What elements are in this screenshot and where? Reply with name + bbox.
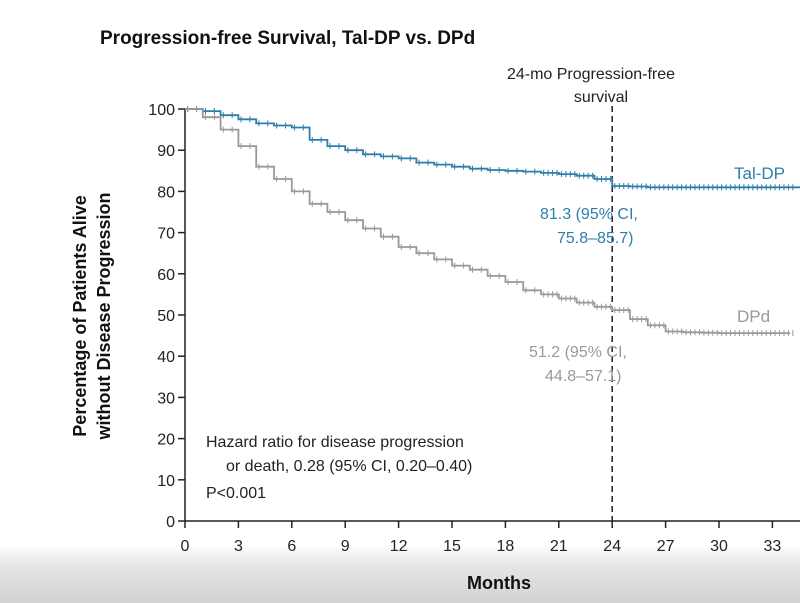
dpd-annotation-line-1: 51.2 (95% CI, bbox=[529, 344, 627, 361]
reference-label-line-1: 24-mo Progression-free bbox=[507, 66, 675, 83]
reference-line-24mo: 24-mo Progression-free survival bbox=[507, 66, 675, 521]
x-tick-label: 27 bbox=[657, 538, 675, 555]
reference-label-line-2: survival bbox=[574, 89, 628, 106]
curve-tal-dp bbox=[185, 108, 800, 189]
y-tick-label: 0 bbox=[166, 514, 175, 531]
chart-title: Progression-free Survival, Tal-DP vs. DP… bbox=[100, 28, 475, 49]
p-value: P<0.001 bbox=[206, 485, 266, 502]
x-tick-label: 24 bbox=[603, 538, 621, 555]
hazard-ratio-line-1: Hazard ratio for disease progression bbox=[206, 434, 464, 451]
curve-dpd bbox=[185, 108, 791, 334]
legend-dpd: DPd bbox=[737, 307, 770, 326]
y-tick-label: 70 bbox=[157, 226, 175, 243]
tal-dp-annotation-line-2: 75.8–85.7) bbox=[557, 230, 634, 247]
x-tick-label: 21 bbox=[550, 538, 568, 555]
censor-marks-dpd bbox=[187, 106, 794, 337]
y-axis-title: Percentage of Patients Alive without Dis… bbox=[70, 192, 114, 440]
y-tick-label: 50 bbox=[157, 308, 175, 325]
y-tick-label: 60 bbox=[157, 267, 175, 284]
y-axis-title-line-1: Percentage of Patients Alive bbox=[70, 195, 90, 436]
x-tick-label: 15 bbox=[443, 538, 461, 555]
censor-marks-tal-dp bbox=[187, 106, 794, 191]
hazard-ratio-line-2: or death, 0.28 (95% CI, 0.20–0.40) bbox=[226, 458, 472, 475]
x-tick-label: 0 bbox=[181, 538, 190, 555]
x-tick-label: 30 bbox=[710, 538, 728, 555]
x-tick-label: 9 bbox=[341, 538, 350, 555]
y-tick-label: 10 bbox=[157, 473, 175, 490]
dpd-annotation-line-2: 44.8–57.1) bbox=[545, 368, 622, 385]
y-tick-label: 40 bbox=[157, 349, 175, 366]
x-axis-title: Months bbox=[467, 573, 531, 593]
x-tick-label: 12 bbox=[390, 538, 408, 555]
tal-dp-annotation-line-1: 81.3 (95% CI, bbox=[540, 206, 638, 223]
survival-curves bbox=[185, 106, 800, 337]
y-tick-label: 80 bbox=[157, 184, 175, 201]
y-tick-label: 20 bbox=[157, 432, 175, 449]
y-tick-label: 90 bbox=[157, 143, 175, 160]
axes: 0 10 20 30 40 50 60 70 80 90 100 0 3 6 9 12 15 18 21 24 27 30… bbox=[148, 102, 800, 555]
y-axis-title-line-2: without Disease Progression bbox=[94, 192, 114, 440]
x-tick-label: 3 bbox=[234, 538, 243, 555]
x-tick-label: 6 bbox=[287, 538, 296, 555]
y-tick-label: 100 bbox=[148, 102, 175, 119]
legend-tal-dp: Tal-DP bbox=[734, 164, 785, 183]
x-tick-label: 18 bbox=[497, 538, 515, 555]
x-tick-label: 33 bbox=[764, 538, 782, 555]
y-tick-label: 30 bbox=[157, 390, 175, 407]
